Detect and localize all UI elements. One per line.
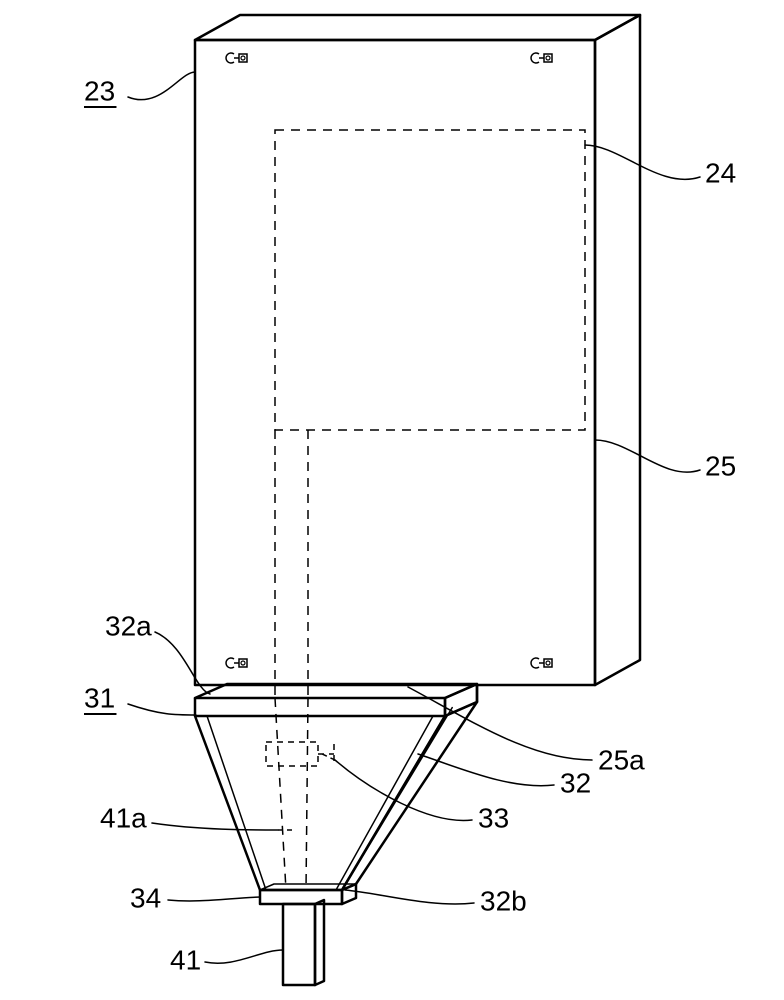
label-23: 23: [84, 75, 115, 106]
label-25: 25: [705, 450, 736, 481]
cabinet-front: [195, 40, 595, 685]
outlet-pipe-side: [315, 900, 324, 985]
outlet-pipe: [283, 904, 315, 985]
label-31: 31: [84, 682, 115, 713]
hidden-valve: [266, 742, 318, 766]
label-41a: 41a: [100, 802, 147, 833]
leader-25: [595, 440, 700, 472]
leader-41: [205, 950, 283, 963]
bolt-1: [531, 53, 552, 63]
hidden-panel-outline: [275, 130, 585, 430]
label-32: 32: [560, 767, 591, 798]
leader-34: [168, 897, 260, 901]
cabinet-top-face: [195, 15, 640, 40]
leader-41a: [152, 823, 278, 830]
leader-23: [128, 72, 195, 100]
label-33: 33: [478, 802, 509, 833]
leader-31: [128, 704, 196, 715]
label-34: 34: [130, 882, 161, 913]
label-41: 41: [170, 944, 201, 975]
label-25a: 25a: [598, 744, 645, 775]
bolt-3: [531, 658, 552, 668]
label-32b: 32b: [480, 885, 527, 916]
cabinet-side-face: [595, 15, 640, 685]
leader-32b: [345, 890, 474, 904]
bolt-0: [226, 53, 247, 63]
bolt-2: [226, 658, 247, 668]
funnel-body-side: [342, 702, 477, 890]
label-24: 24: [705, 157, 736, 188]
funnel-body-front: [195, 716, 445, 890]
hidden-flow-left: [275, 698, 286, 890]
label-32a: 32a: [105, 610, 152, 641]
funnel-flange: [260, 890, 342, 904]
leader-24: [585, 145, 700, 179]
hidden-flow-right: [306, 698, 308, 890]
